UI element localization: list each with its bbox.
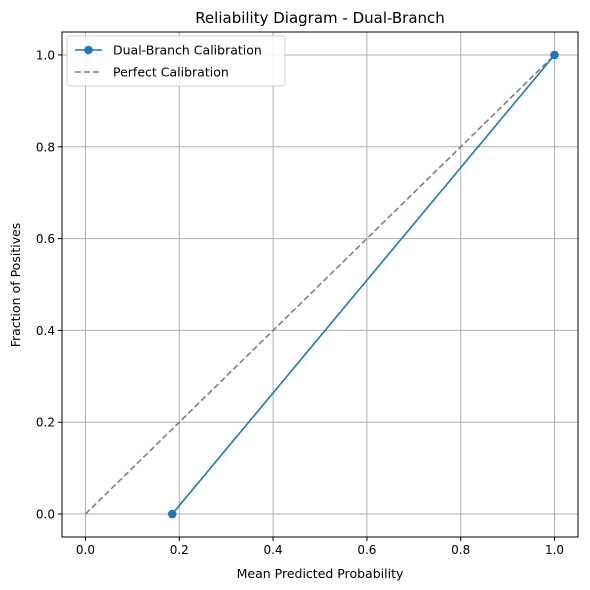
chart-title: Reliability Diagram - Dual-Branch: [195, 9, 445, 27]
y-axis-label: Fraction of Positives: [8, 223, 23, 348]
y-tick-label: 1.0: [36, 48, 55, 62]
y-tick-label: 0.8: [36, 140, 55, 154]
plot-frame: [61, 31, 579, 538]
x-tick-label: 0.6: [357, 543, 376, 557]
x-tick-label: 0.2: [170, 543, 189, 557]
x-tick-label: 0.4: [264, 543, 283, 557]
legend-label-dual-branch: Dual-Branch Calibration: [113, 43, 262, 58]
y-tick-label: 0.4: [36, 324, 55, 338]
legend-box: [66, 35, 286, 87]
y-tick-label: 0.6: [36, 232, 55, 246]
series-line-dual-branch: [171, 54, 556, 515]
x-tick-label: 0.8: [451, 543, 470, 557]
series-line-perfect-calibration: [84, 54, 556, 515]
legend-marker-dual-branch: [84, 45, 93, 55]
x-axis-label: Mean Predicted Probability: [237, 566, 404, 581]
data-point-dual-branch: [550, 50, 559, 60]
y-tick-label: 0.0: [36, 508, 55, 522]
legend: Dual-Branch Calibration Perfect Calibrat…: [66, 35, 286, 87]
plot-series: [84, 50, 559, 519]
data-point-dual-branch: [167, 509, 177, 519]
axis-ticks: 0.0 0.2 0.4 0.6 0.8 1.0 0.0 0.2 0.4 0.6 0.8 1.0: [36, 48, 564, 557]
y-tick-label: 0.2: [36, 416, 55, 430]
x-tick-label: 0.0: [76, 543, 95, 557]
legend-label-perfect: Perfect Calibration: [113, 65, 229, 80]
x-tick-label: 1.0: [545, 543, 564, 557]
